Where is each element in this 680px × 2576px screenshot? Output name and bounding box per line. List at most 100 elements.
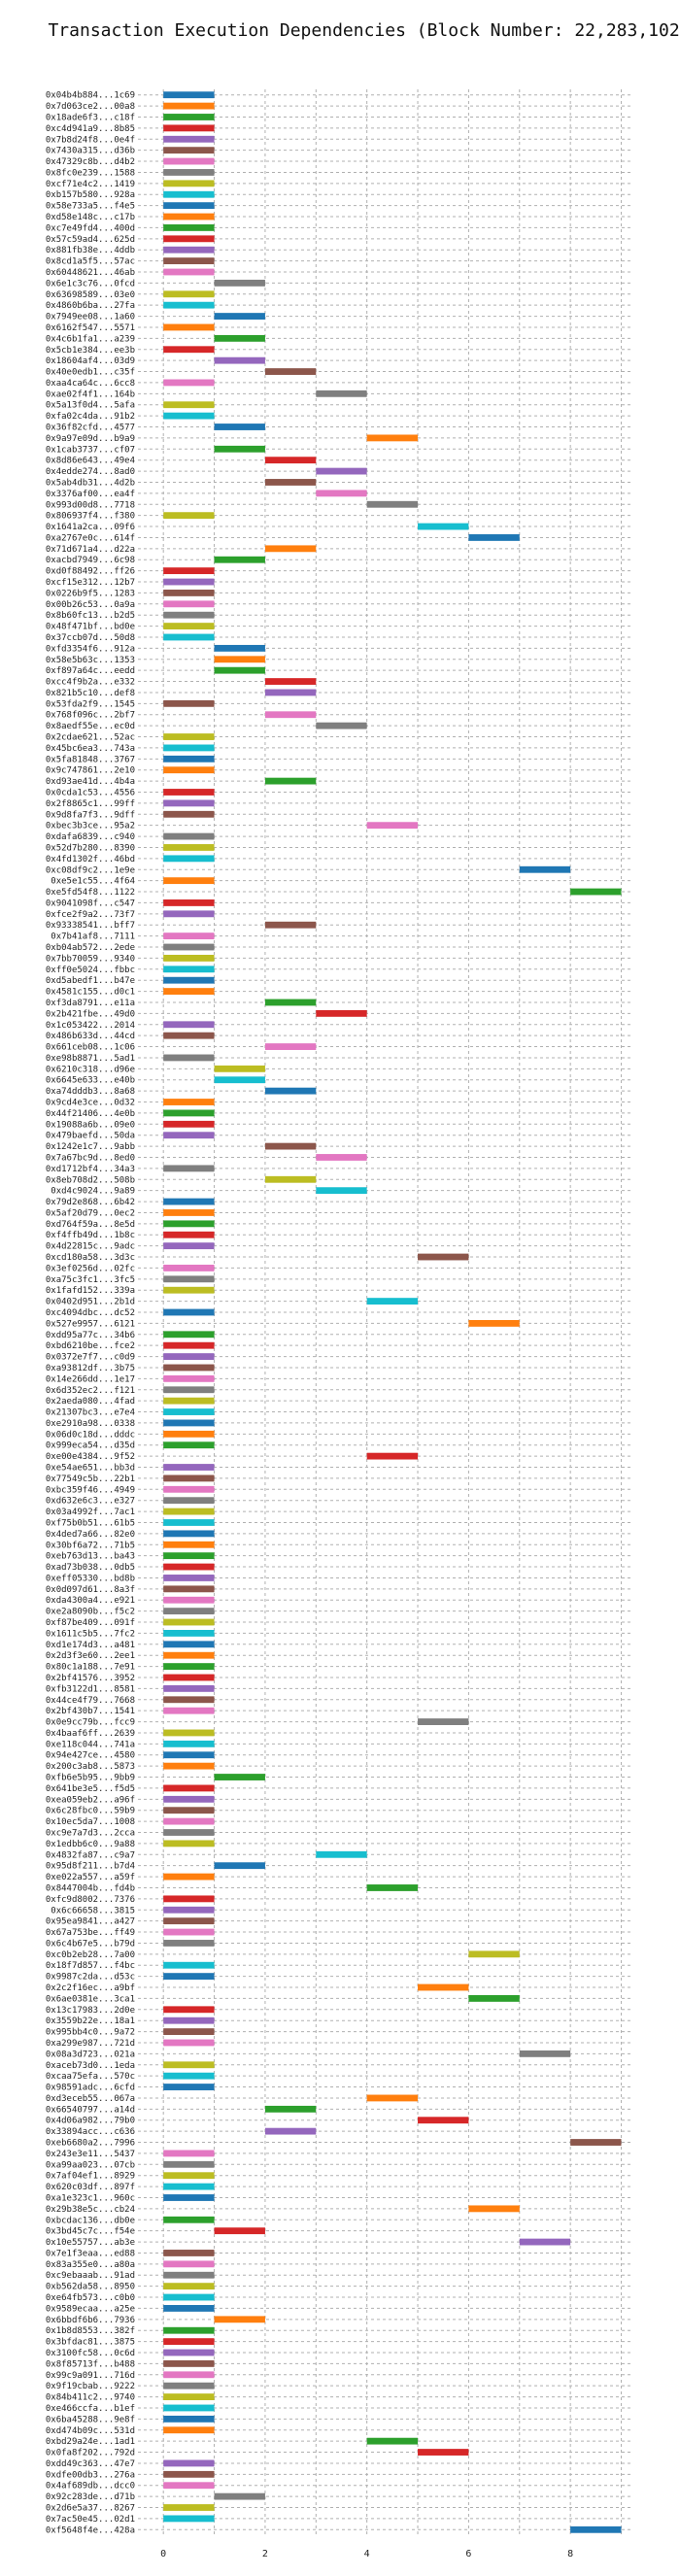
y-tick-label: 0x4c6b1fa1...a239: [46, 334, 135, 344]
y-tick-label: 0x60448621...46ab: [46, 268, 135, 278]
task-bar: [163, 766, 215, 774]
task-bar: [163, 2271, 215, 2279]
y-tick-label: 0x21307bc3...e7e4: [46, 1408, 135, 1418]
task-bar: [366, 500, 419, 508]
task-bar: [163, 1497, 215, 1505]
task-bar: [163, 2061, 215, 2069]
y-tick-label: 0xfd3354f6...912a: [46, 644, 135, 654]
y-tick-label: 0x93338541...bff7: [46, 921, 135, 931]
task-bar: [163, 2283, 215, 2290]
y-tick-label: 0x79d2e868...6b42: [46, 1198, 135, 1207]
task-bar: [163, 301, 215, 309]
task-bar: [163, 1364, 215, 1372]
task-bar: [163, 2371, 215, 2379]
task-bar: [163, 2160, 215, 2168]
y-tick-label: 0x33894acc...c636: [46, 2127, 135, 2137]
y-tick-label: 0x29b38e5c...cb24: [46, 2205, 135, 2215]
y-tick-label: 0xa75c3fc1...3fc5: [46, 1275, 135, 1285]
y-tick-label: 0x6210c318...d96e: [46, 1065, 135, 1074]
y-tick-label: 0xc0b2eb28...7a00: [46, 1950, 135, 1960]
y-tick-label: 0x1611c5b5...7fc2: [46, 1629, 135, 1639]
y-tick-label: 0x1c053422...2014: [46, 1021, 135, 1031]
task-bar: [163, 733, 215, 740]
task-bar: [163, 611, 215, 619]
task-bar: [163, 1519, 215, 1526]
y-tick-label: 0x83a355e0...a80a: [46, 2260, 135, 2270]
y-tick-label: 0x52d7b280...8390: [46, 843, 135, 853]
task-bar: [418, 1718, 469, 1725]
y-tick-label: 0x7b41af8...7111: [51, 932, 135, 942]
task-bar: [163, 1220, 215, 1228]
task-bar: [264, 457, 317, 464]
task-bar: [214, 666, 265, 674]
y-tick-label: 0x8aedf55e...ec0d: [46, 722, 135, 731]
y-tick-label: 0xa299e987...721d: [46, 2039, 135, 2049]
y-tick-label: 0x06d0c18d...dddc: [46, 1430, 135, 1440]
task-bar: [418, 2449, 469, 2456]
y-tick-label: 0x4edde274...8ad0: [46, 467, 135, 477]
task-bar: [264, 1087, 317, 1095]
task-bar: [163, 1696, 215, 1704]
y-tick-label: 0x5cb1e384...ee3b: [46, 346, 135, 356]
y-tick-label: 0xc9e7a7d3...2cca: [46, 1829, 135, 1839]
y-tick-label: 0x0372e7f7...c0d9: [46, 1353, 135, 1363]
task-bar: [264, 368, 317, 375]
task-bar: [163, 2006, 215, 2014]
task-bar: [163, 102, 215, 110]
y-tick-label: 0xd632e6c3...e327: [46, 1497, 135, 1507]
task-bar: [163, 1684, 215, 1692]
y-tick-label: 0xbec3b3ce...95a2: [46, 822, 135, 831]
y-tick-label: 0xeb6680a2...7996: [46, 2139, 135, 2149]
task-bar: [163, 1530, 215, 1538]
y-tick-label: 0x37ccb07d...50d8: [46, 633, 135, 643]
y-tick-label: 0x08a3d723...021a: [46, 2050, 135, 2059]
y-tick-label: 0xeb763d13...ba43: [46, 1552, 135, 1562]
task-bar: [366, 1452, 419, 1460]
y-tick-label: 0x36f82cfd...4577: [46, 424, 135, 433]
y-tick-label: 0x620c03df...897f: [46, 2183, 135, 2192]
y-tick-label: 0x67a753be...ff49: [46, 1928, 135, 1938]
y-tick-label: 0xd3eceb55...067a: [46, 2094, 135, 2104]
y-tick-label: 0x1641a2ca...09f6: [46, 523, 135, 532]
task-bar: [214, 1774, 265, 1780]
task-bar: [163, 1563, 215, 1571]
y-tick-label: 0xa74dddb3...8a68: [46, 1087, 135, 1097]
task-bar: [366, 1884, 419, 1891]
y-tick-label: 0x6c66658...3815: [51, 1906, 135, 1915]
y-tick-label: 0xdafa6839...c940: [46, 832, 135, 842]
y-tick-label: 0x2b421fbe...49d0: [46, 1009, 135, 1019]
y-tick-label: 0x4d06a982...79b0: [46, 2117, 135, 2126]
task-bar: [163, 954, 215, 962]
y-tick-label: 0x14e266dd...1e17: [46, 1374, 135, 1384]
task-bar: [163, 1386, 215, 1394]
y-tick-label: 0x0d097d61...8a3f: [46, 1585, 135, 1595]
y-tick-label: 0x7a67bc9d...8ed0: [46, 1153, 135, 1163]
task-bar: [163, 1873, 215, 1881]
task-bar: [214, 556, 265, 563]
y-tick-label: 0xb562da58...8950: [46, 2283, 135, 2292]
task-bar: [264, 678, 317, 685]
task-bar: [163, 1784, 215, 1792]
y-tick-label: 0x8d86e643...49e4: [46, 457, 135, 466]
task-bar: [570, 2525, 622, 2533]
task-bar: [519, 2238, 571, 2246]
task-bar: [163, 633, 215, 641]
task-bar: [163, 2017, 215, 2024]
y-tick-label: 0xdd95a77c...34b6: [46, 1331, 135, 1340]
task-bar: [163, 2482, 215, 2490]
task-bar: [163, 1895, 215, 1903]
y-tick-label: 0x94e427ce...4580: [46, 1751, 135, 1761]
y-tick-label: 0x9d8fa7f3...9dff: [46, 810, 135, 820]
task-bar: [163, 180, 215, 187]
y-tick-label: 0x3559b22e...18a1: [46, 2017, 135, 2026]
task-bar: [316, 1154, 367, 1161]
task-bar: [316, 1187, 367, 1195]
task-bar: [163, 169, 215, 176]
y-tick-label: 0x7b8d24f8...0e4f: [46, 135, 135, 145]
task-bar: [163, 2470, 215, 2478]
y-tick-label: 0xa99aa023...07cb: [46, 2160, 135, 2170]
y-tick-label: 0x84b411c2...9740: [46, 2393, 135, 2403]
task-bar: [163, 2326, 215, 2334]
y-tick-label: 0x641be3e5...f5d5: [46, 1784, 135, 1794]
y-tick-label: 0x0402d951...2b1d: [46, 1298, 135, 1307]
